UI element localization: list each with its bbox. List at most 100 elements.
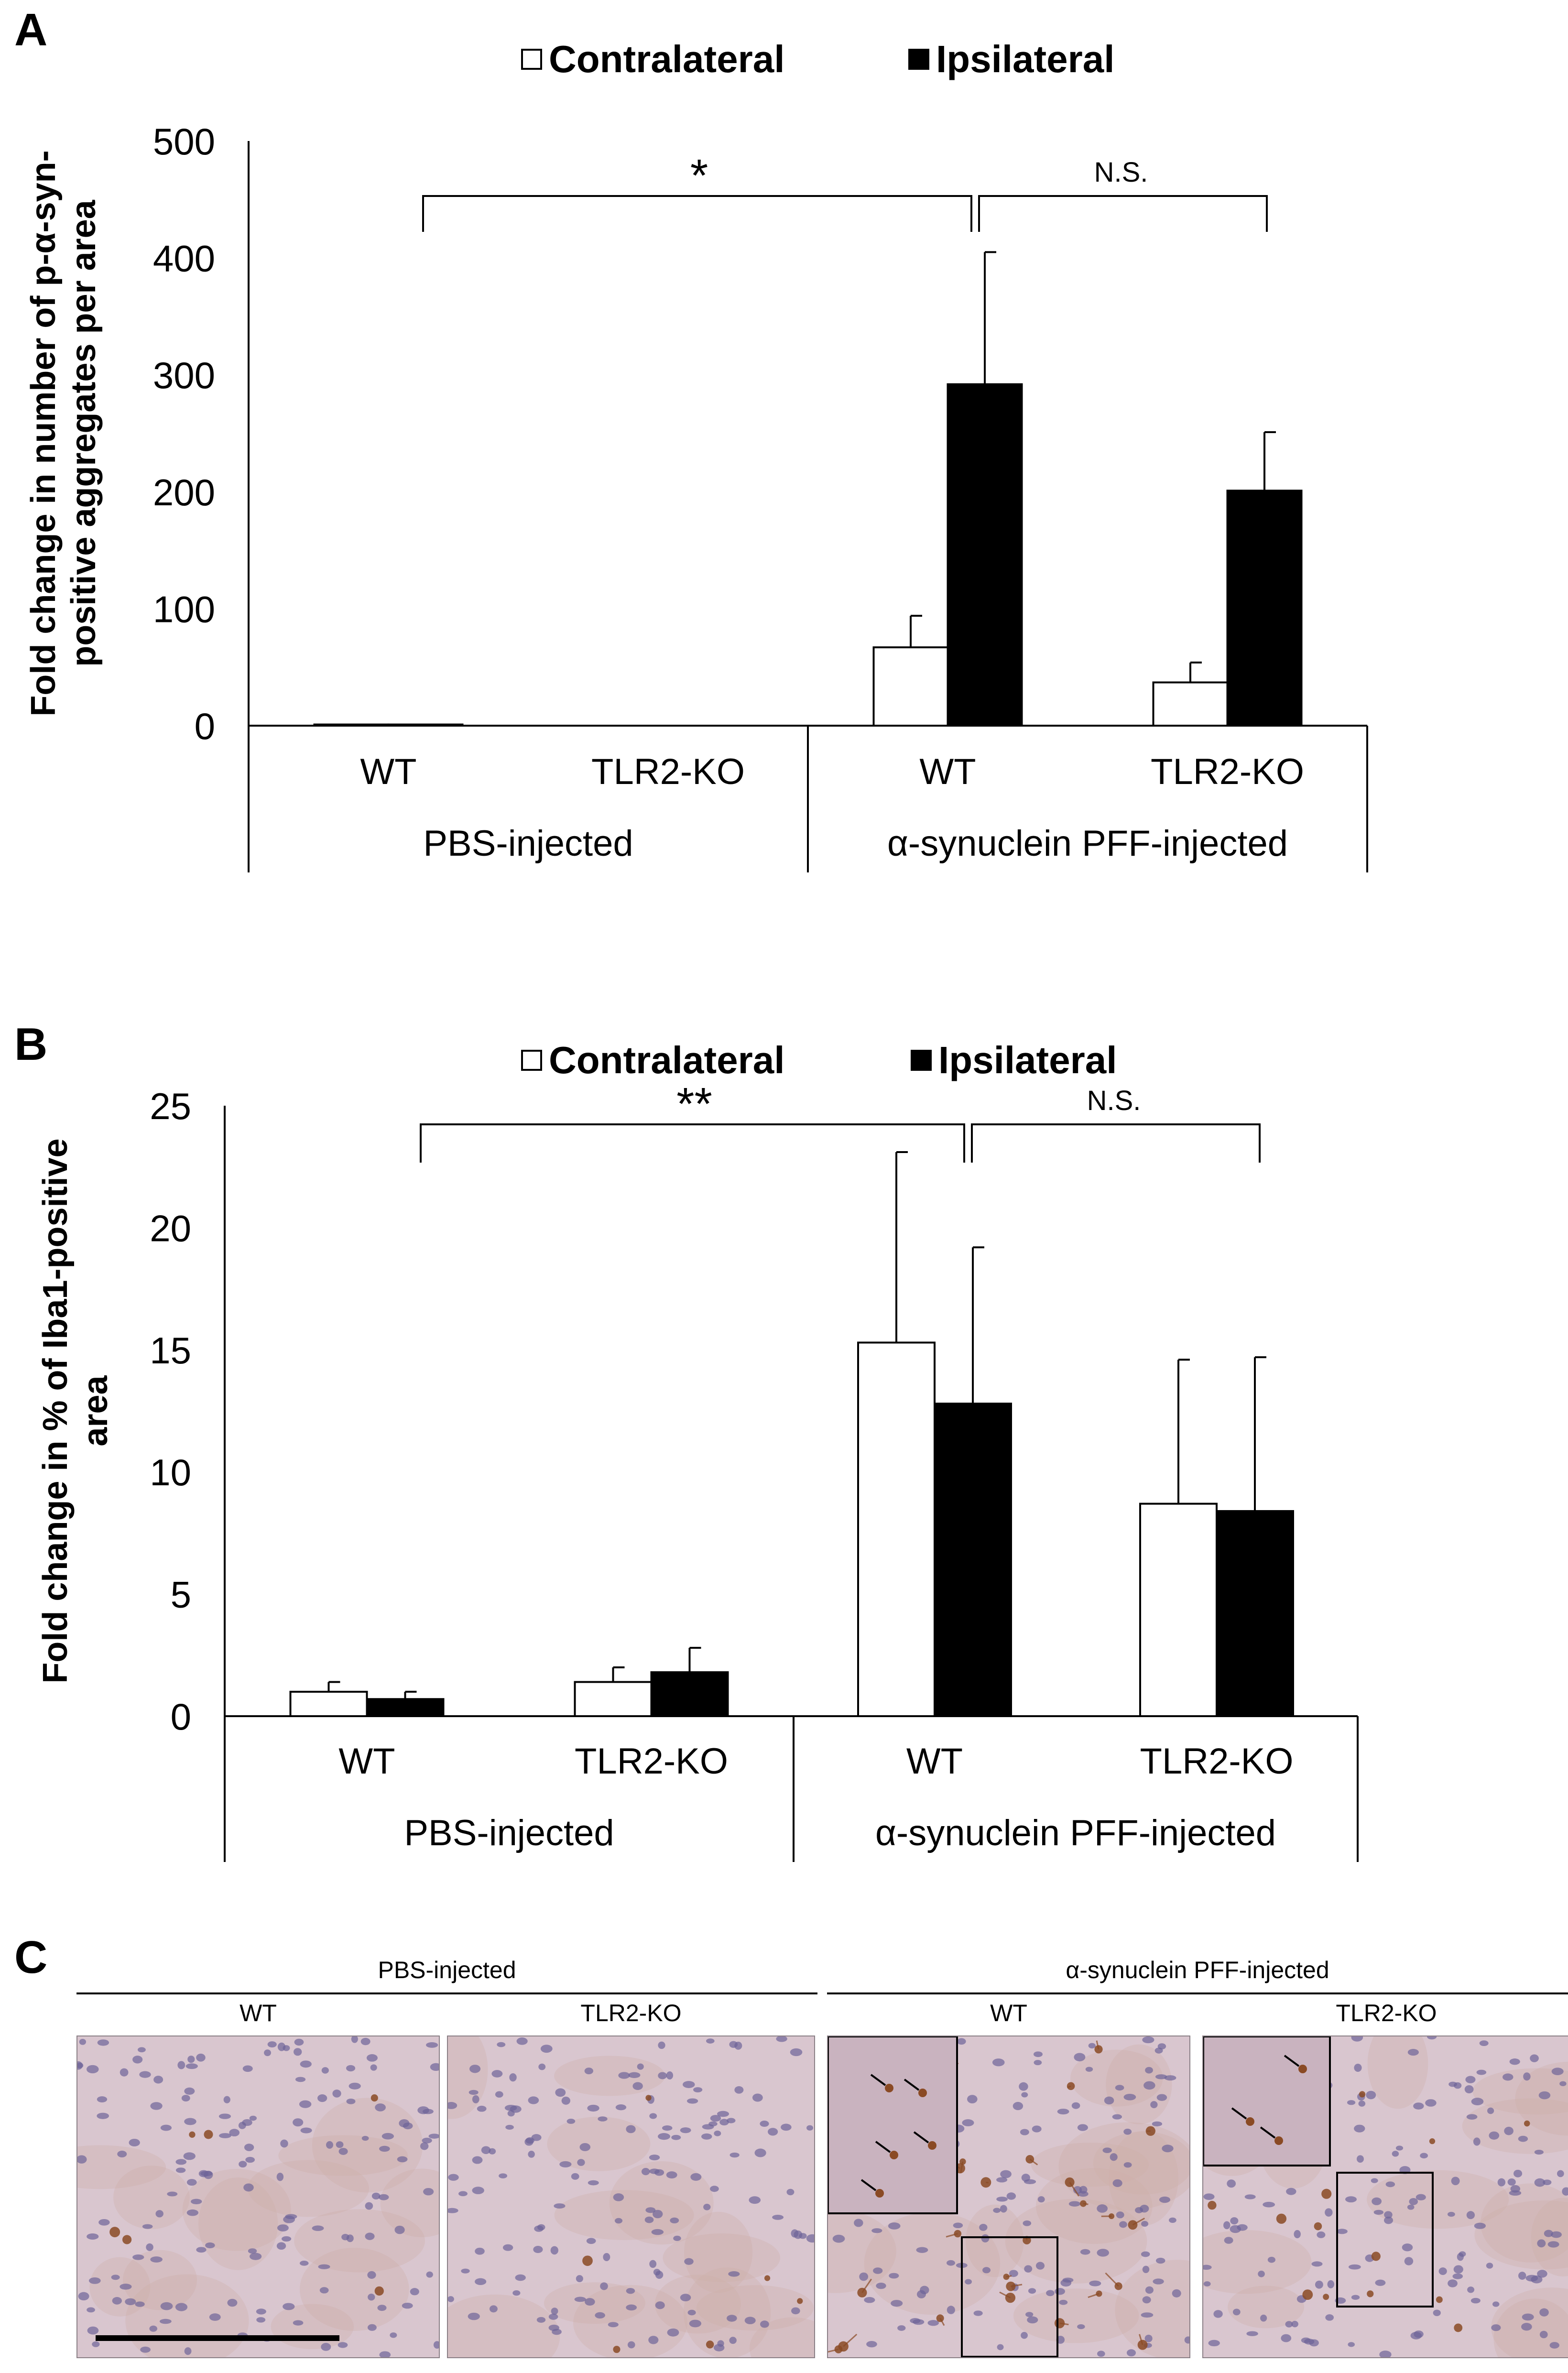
neurite xyxy=(999,2291,1011,2298)
nucleus xyxy=(397,2156,408,2163)
nucleus xyxy=(1112,2114,1122,2120)
nucleus xyxy=(394,2225,405,2234)
aggregate xyxy=(370,2094,378,2102)
nucleus xyxy=(687,2309,696,2316)
neuropil-patch xyxy=(1531,2198,1568,2277)
nucleus xyxy=(1074,2053,1086,2062)
nucleus xyxy=(658,2041,665,2049)
nucleus xyxy=(551,2308,558,2315)
nucleus xyxy=(1088,2043,1096,2049)
nucleus xyxy=(248,2248,257,2254)
nucleus xyxy=(644,2216,654,2223)
nucleus xyxy=(276,2242,286,2250)
nucleus xyxy=(632,2082,643,2090)
nucleus xyxy=(1123,2128,1132,2135)
nucleus xyxy=(876,2282,886,2289)
nucleus xyxy=(1373,2210,1384,2215)
neuropil-patch xyxy=(654,2275,741,2334)
nucleus xyxy=(326,2141,334,2149)
nucleus xyxy=(1068,2201,1081,2207)
chart-b: 0 5 10 15 20 25 Fold change in % of Iba1-posit… xyxy=(36,1078,1359,1862)
micrograph-wt-pff xyxy=(827,2036,1190,2358)
nucleus xyxy=(242,2065,253,2072)
neurite xyxy=(1096,2040,1100,2050)
significance-bracket-left xyxy=(422,195,972,232)
nucleus xyxy=(1025,2312,1034,2317)
nucleus xyxy=(129,2139,140,2146)
nucleus xyxy=(1513,2169,1523,2177)
region-box xyxy=(1336,2172,1434,2308)
y-tick-label: 0 xyxy=(171,1696,191,1738)
nucleus xyxy=(1551,2068,1564,2075)
nucleus xyxy=(566,2118,576,2124)
significance-right-label: N.S. xyxy=(1087,1085,1141,1116)
nucleus xyxy=(1033,2051,1043,2057)
panel-c-group-line-pff xyxy=(827,1992,1568,1994)
nucleus xyxy=(648,2336,659,2344)
nucleus xyxy=(223,2096,230,2103)
neuropil-patch xyxy=(380,2168,439,2237)
nucleus xyxy=(1142,2036,1154,2044)
nucleus xyxy=(1530,2054,1539,2062)
nucleus xyxy=(1164,2075,1176,2081)
nucleus xyxy=(794,2230,803,2239)
nucleus xyxy=(1451,2177,1460,2186)
nucleus xyxy=(613,2193,624,2201)
panel-c-group-pff: α-synuclein PFF-injected xyxy=(1066,1957,1329,1983)
nucleus xyxy=(1467,2286,1475,2293)
nucleus xyxy=(536,2317,546,2323)
nucleus xyxy=(618,2072,630,2079)
panel-c-sub-wt-pff: WT xyxy=(990,2000,1027,2026)
nucleus xyxy=(1347,2100,1356,2105)
nucleus xyxy=(1457,2253,1464,2261)
nucleus xyxy=(588,2180,599,2186)
aggregate xyxy=(1323,2294,1329,2300)
nucleus xyxy=(992,2058,1005,2067)
nucleus xyxy=(477,2105,487,2112)
nucleus xyxy=(965,2279,972,2285)
nucleus xyxy=(754,2148,766,2157)
marked-aggregate xyxy=(928,2141,936,2150)
nucleus xyxy=(433,2341,439,2349)
nucleus xyxy=(1384,2211,1393,2219)
nucleus xyxy=(410,2288,419,2296)
nucleus xyxy=(249,2115,257,2121)
nucleus xyxy=(1510,2185,1521,2193)
nucleus xyxy=(183,2152,196,2160)
nucleus xyxy=(1000,2170,1012,2178)
nucleus xyxy=(525,2137,534,2144)
neurite xyxy=(828,2349,839,2353)
nucleus xyxy=(714,2130,721,2136)
nucleus xyxy=(1162,2144,1174,2153)
nucleus xyxy=(667,2328,679,2337)
panel-c-group-pbs: PBS-injected xyxy=(378,1957,516,1983)
nucleus xyxy=(1203,2264,1212,2270)
nucleus xyxy=(586,2238,596,2244)
nucleus xyxy=(680,2127,691,2134)
nucleus xyxy=(655,2301,665,2309)
neuropil-patch xyxy=(1058,2122,1189,2210)
neuropil-patch xyxy=(696,2285,814,2331)
nucleus xyxy=(475,2278,487,2286)
nucleus xyxy=(982,2267,991,2274)
nucleus xyxy=(321,2067,329,2074)
nucleus xyxy=(682,2081,695,2088)
nucleus xyxy=(1123,2093,1136,2101)
y-tick-label: 100 xyxy=(153,588,215,630)
nucleus xyxy=(533,2246,543,2253)
nucleus xyxy=(1315,2280,1323,2289)
nucleus xyxy=(1142,2296,1151,2304)
nucleus xyxy=(1336,2229,1348,2234)
nucleus xyxy=(790,2048,803,2057)
nucleus xyxy=(426,2042,438,2048)
nucleus xyxy=(370,2064,377,2071)
nucleus xyxy=(1522,2313,1534,2321)
nucleus xyxy=(167,2191,178,2197)
nucleus xyxy=(239,2161,247,2168)
nucleus xyxy=(1503,2073,1514,2081)
category-label: WT xyxy=(338,1741,395,1782)
nucleus xyxy=(1021,2331,1028,2339)
aggregate xyxy=(1276,2213,1287,2224)
nucleus xyxy=(1227,2179,1236,2188)
nucleus xyxy=(701,2133,712,2140)
